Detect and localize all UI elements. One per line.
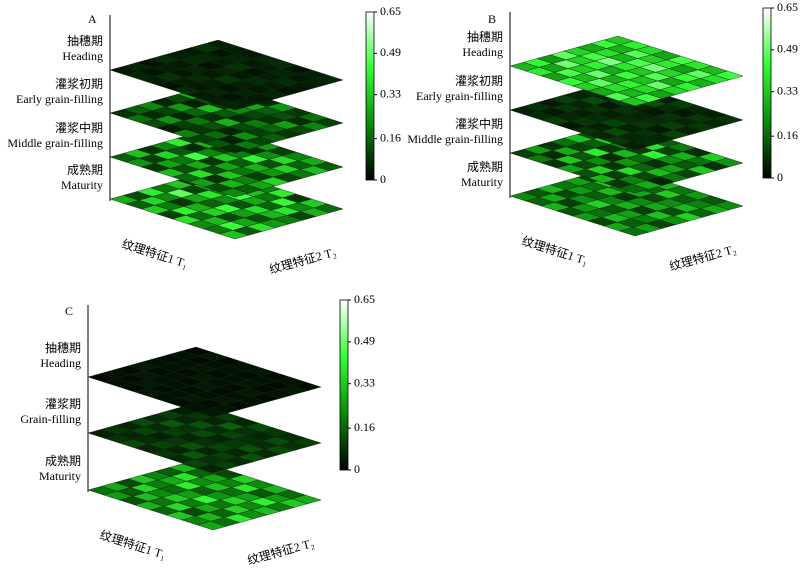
heatmap-cell <box>713 114 744 125</box>
colorbar-tick-label: 0 <box>380 172 386 186</box>
colorbar-tick-label: 0.33 <box>380 86 401 100</box>
colorbar-tick-label: 0.65 <box>354 292 375 306</box>
layer-label-en: Maturity <box>39 469 81 483</box>
layer-label-en: Middle grain-filling <box>407 132 503 146</box>
heatmap-cell <box>291 494 322 505</box>
layer-label-zh: 抽穗期 <box>45 341 81 355</box>
layer-label-en: Heading <box>40 356 81 370</box>
heatmap-cell <box>313 117 344 128</box>
x-axis-title: 纹理特征1 T₁ <box>520 233 590 268</box>
colorbar-tick-label: 0.65 <box>380 4 401 18</box>
colorbar-tick-label: 0.33 <box>354 375 375 389</box>
colorbar <box>762 7 772 179</box>
heatmap-cell <box>713 70 744 81</box>
colorbar-tick-label: 0.65 <box>777 0 798 14</box>
layer <box>87 459 322 531</box>
layer-label-en: Grain-filling <box>20 412 81 426</box>
y-axis-title: 纹理特征2 T₂ <box>668 241 738 274</box>
layer-label-zh: 成熟期 <box>67 162 103 177</box>
heatmap-cell <box>291 437 322 448</box>
colorbar-tick-label: 0.49 <box>354 334 375 348</box>
colorbar-tick-label: 0 <box>354 462 360 476</box>
layer-label-en: Early grain-filling <box>416 89 503 103</box>
layer-label-zh: 灌浆中期 <box>455 116 503 131</box>
heatmap-cell <box>713 200 744 211</box>
layer-label-en: Maturity <box>61 178 103 192</box>
heatmap-cell <box>313 161 344 172</box>
layer-label-zh: 灌浆初期 <box>55 76 103 91</box>
layer-label-zh: 灌浆中期 <box>55 120 103 135</box>
colorbar-tick-label: 0.16 <box>380 130 401 144</box>
layer-label-en: Heading <box>462 45 503 59</box>
layer-label-zh: 灌浆期 <box>45 396 81 411</box>
layer-label-zh: 成熟期 <box>467 159 503 174</box>
colorbar-tick-label: 0.33 <box>777 83 798 97</box>
layer-label-zh: 抽穗期 <box>67 34 103 48</box>
colorbar-tick-label: 0.49 <box>380 45 401 59</box>
heatmap-cell <box>713 157 744 168</box>
x-axis-title: 纹理特征1 T₁ <box>98 527 168 562</box>
colorbar-tick-label: 0 <box>777 170 783 184</box>
layer <box>87 402 322 474</box>
panel-label: A <box>88 12 97 26</box>
layer-label-en: Heading <box>62 49 103 63</box>
colorbar-tick-label: 0.16 <box>354 420 375 434</box>
layer-label-en: Middle grain-filling <box>7 136 103 150</box>
x-axis-title: 纹理特征1 T₁ <box>120 236 190 271</box>
colorbar <box>339 299 349 471</box>
layer-label-en: Early grain-filling <box>16 92 103 106</box>
layer <box>87 346 322 418</box>
layer-label-zh: 抽穗期 <box>467 30 503 44</box>
layer-label-zh: 成熟期 <box>45 453 81 468</box>
layer-label-en: Maturity <box>461 175 503 189</box>
heatmap-cell <box>291 381 322 392</box>
layer <box>509 35 744 107</box>
colorbar <box>365 11 375 181</box>
y-axis-title: 纹理特征2 T₂ <box>268 244 338 277</box>
heatmap-cell <box>313 74 344 85</box>
heatmap-cell <box>313 203 344 214</box>
colorbar-tick-label: 0.16 <box>777 128 798 142</box>
y-axis-title: 纹理特征2 T₂ <box>246 535 316 568</box>
panel-label: B <box>488 12 496 26</box>
layer-label-zh: 灌浆初期 <box>455 73 503 88</box>
panel-label: C <box>65 304 73 318</box>
colorbar-tick-label: 0.49 <box>777 42 798 56</box>
layer <box>109 39 344 111</box>
